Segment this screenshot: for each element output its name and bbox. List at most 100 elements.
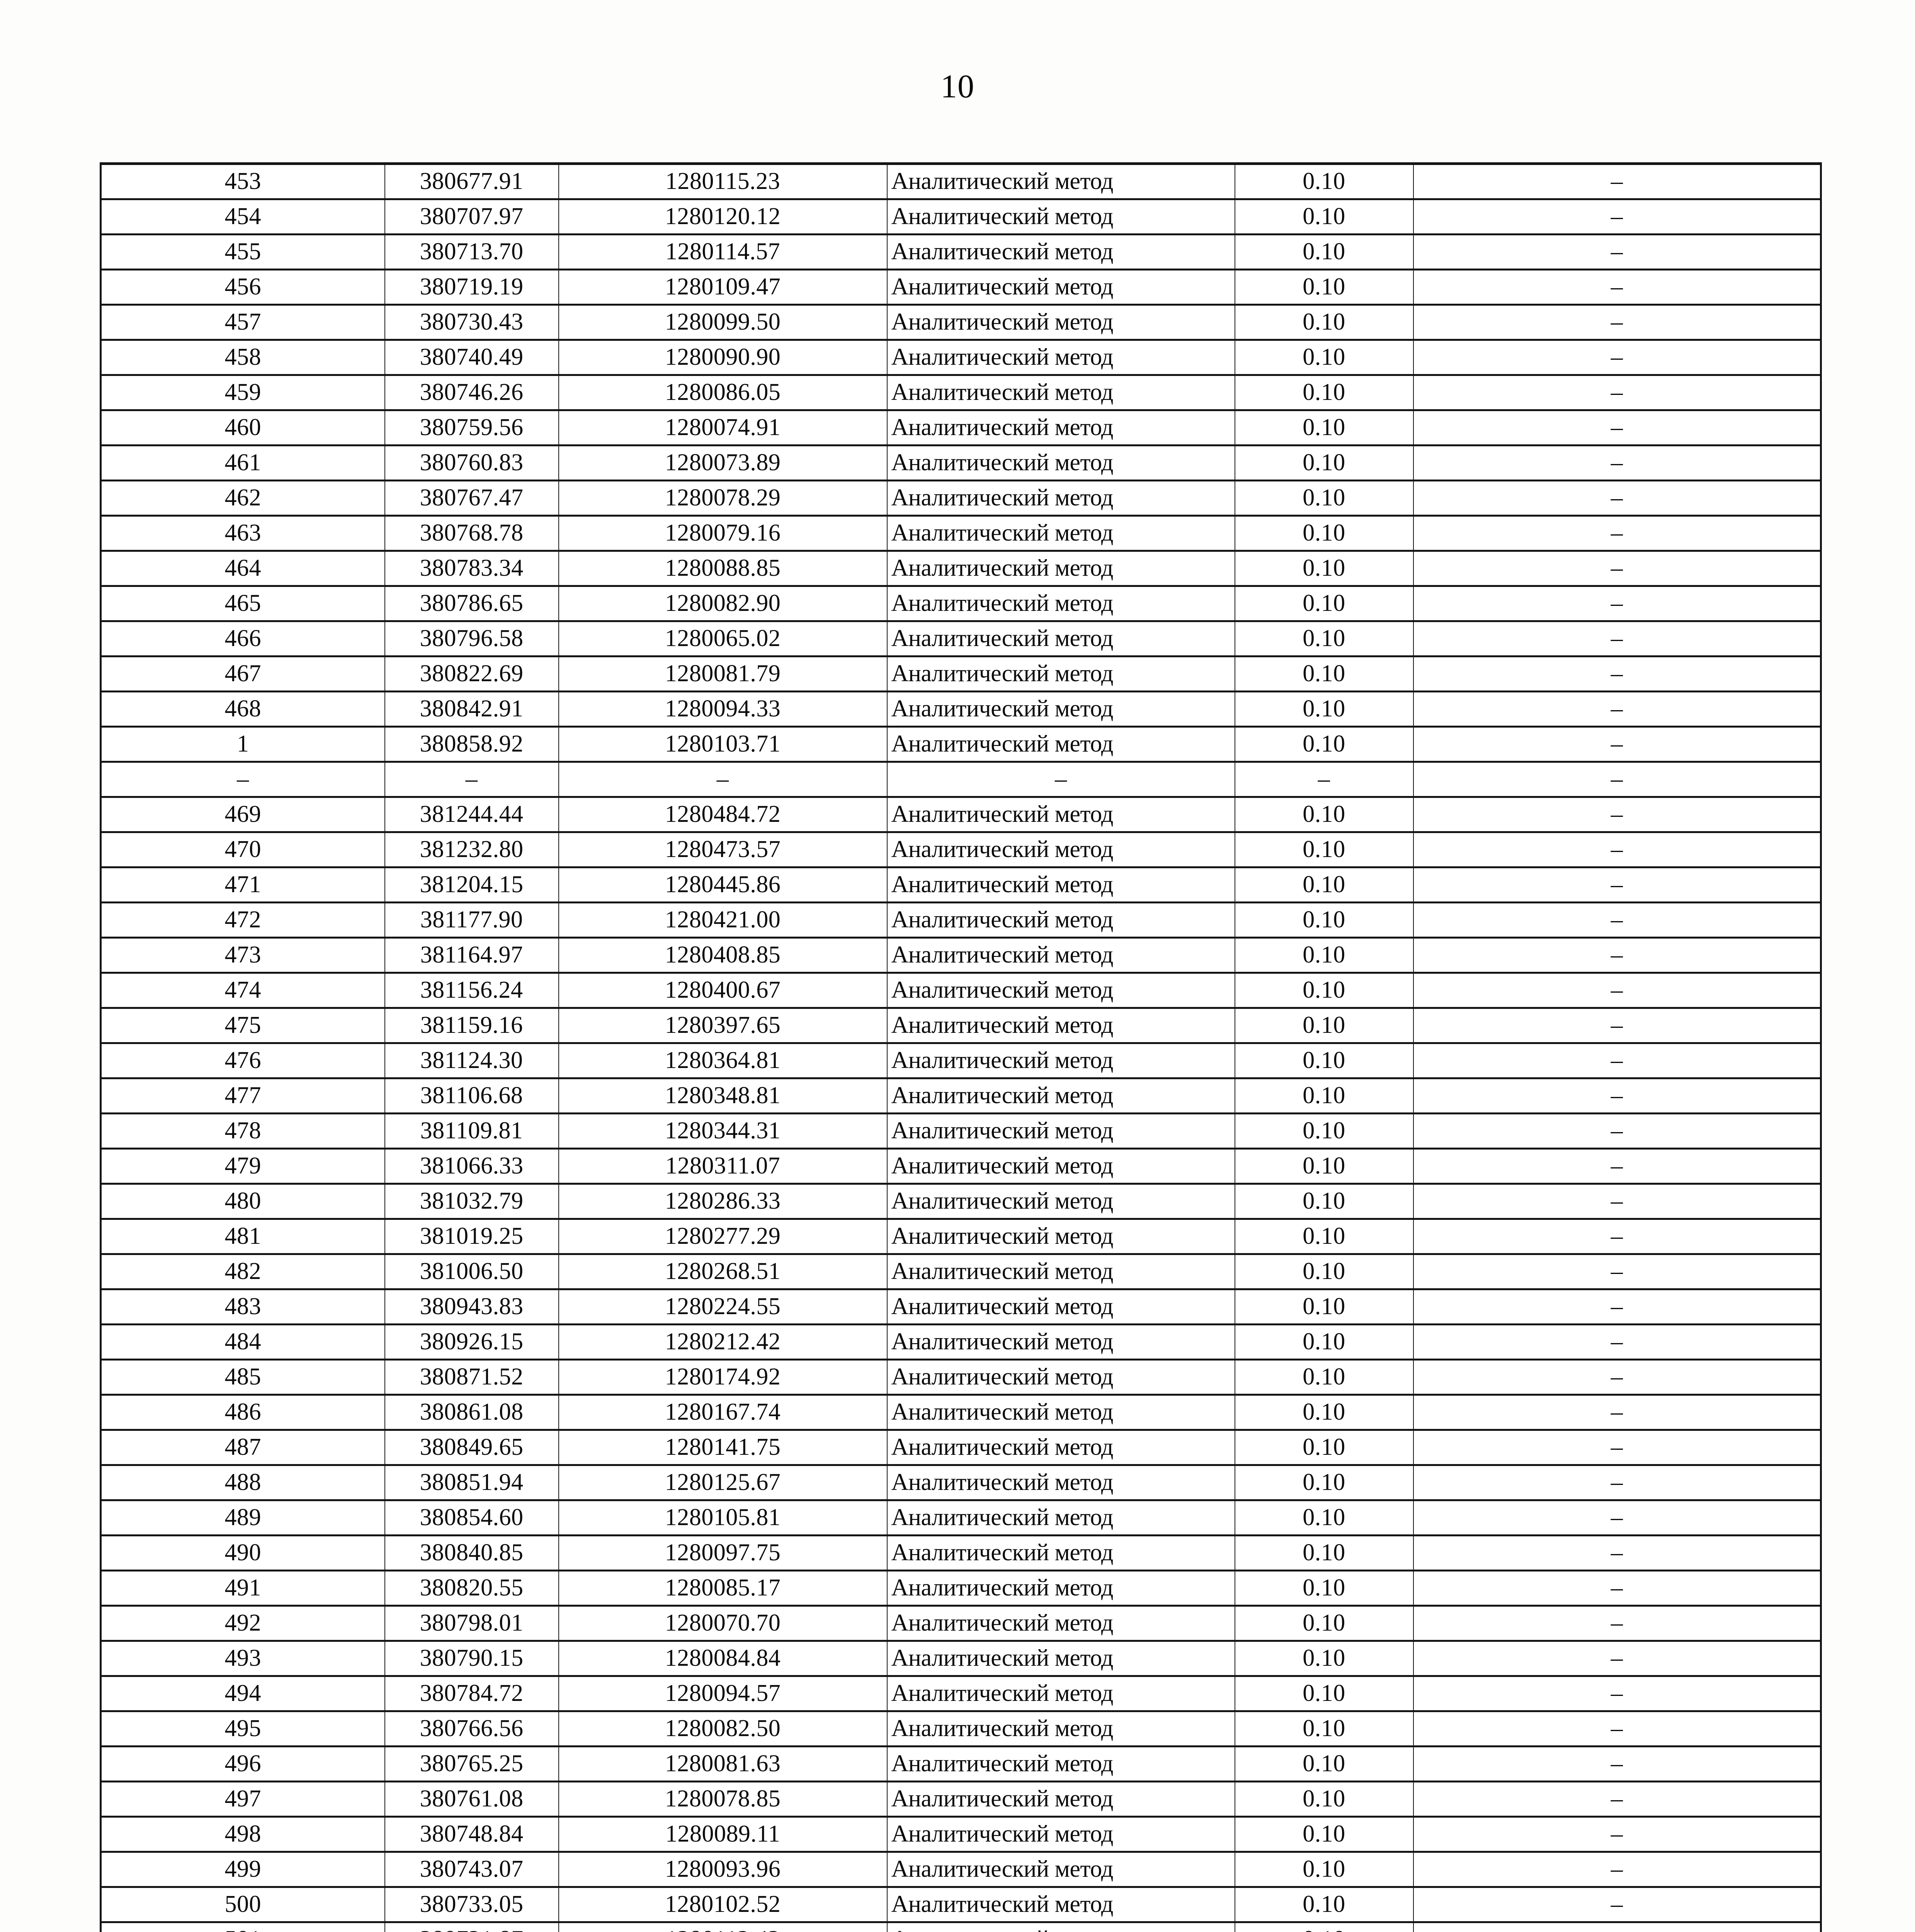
cell-method: Аналитический метод: [886, 796, 1235, 833]
cell-point-number: 478: [100, 1112, 385, 1150]
cell-x-coordinate: 381106.68: [384, 1077, 559, 1114]
cell-y-coordinate: 1280103.71: [558, 726, 888, 763]
cell-point-number: 459: [100, 374, 385, 411]
cell-x-coordinate: 380871.52: [384, 1359, 559, 1396]
cell-method: Аналитический метод: [886, 1886, 1235, 1923]
cell-accuracy: 0.10: [1234, 1570, 1414, 1607]
table-row: 472 381177.90 1280421.00 Аналитический мето…: [100, 901, 1822, 939]
cell-point-number: 496: [100, 1745, 385, 1782]
cell-method: Аналитический метод: [886, 1288, 1235, 1325]
cell-note: –: [1413, 1429, 1822, 1466]
cell-point-number: 453: [100, 162, 385, 200]
cell-method: Аналитический метод: [886, 620, 1235, 657]
cell-point-number: 494: [100, 1675, 385, 1712]
cell-method: Аналитический метод: [886, 1359, 1235, 1396]
cell-point-number: 466: [100, 620, 385, 657]
cell-point-number: 481: [100, 1218, 385, 1255]
cell-y-coordinate: 1280099.50: [558, 304, 888, 341]
cell-accuracy: 0.10: [1234, 1429, 1414, 1466]
cell-method: Аналитический метод: [886, 304, 1235, 341]
cell-x-coordinate: 380759.56: [384, 409, 559, 446]
cell-x-coordinate: 380740.49: [384, 339, 559, 376]
cell-accuracy: 0.10: [1234, 550, 1414, 587]
table-row: 473 381164.97 1280408.85 Аналитический мето…: [100, 937, 1822, 974]
cell-x-coordinate: 381232.80: [384, 831, 559, 868]
table-row: 456 380719.19 1280109.47 Аналитический мето…: [100, 269, 1822, 306]
cell-point-number: 498: [100, 1816, 385, 1853]
cell-y-coordinate: 1280078.29: [558, 480, 888, 517]
cell-method: Аналитический метод: [886, 585, 1235, 622]
cell-y-coordinate: 1280082.90: [558, 585, 888, 622]
cell-method: Аналитический метод: [886, 1851, 1235, 1888]
cell-point-number: –: [100, 761, 385, 798]
cell-note: –: [1413, 1112, 1822, 1150]
cell-point-number: 470: [100, 831, 385, 868]
table-row: 462 380767.47 1280078.29 Аналитический мето…: [100, 480, 1822, 517]
cell-x-coordinate: 380760.83: [384, 444, 559, 481]
cell-accuracy: 0.10: [1234, 198, 1414, 235]
cell-method: Аналитический метод: [886, 1675, 1235, 1712]
cell-x-coordinate: 380677.91: [384, 162, 559, 200]
cell-point-number: 495: [100, 1710, 385, 1747]
cell-note: –: [1413, 1710, 1822, 1747]
cell-note: –: [1413, 1359, 1822, 1396]
cell-y-coordinate: 1280400.67: [558, 972, 888, 1009]
cell-accuracy: 0.10: [1234, 1042, 1414, 1079]
cell-x-coordinate: 381177.90: [384, 901, 559, 939]
table-row: 494 380784.72 1280094.57 Аналитический мето…: [100, 1675, 1822, 1712]
cell-note: –: [1413, 1570, 1822, 1607]
cell-accuracy: 0.10: [1234, 1464, 1414, 1501]
cell-method: Аналитический метод: [886, 901, 1235, 939]
table-row: 474 381156.24 1280400.67 Аналитический мето…: [100, 972, 1822, 1009]
cell-y-coordinate: 1280115.23: [558, 162, 888, 200]
cell-method: Аналитический метод: [886, 1781, 1235, 1818]
table-row: 471 381204.15 1280445.86 Аналитический мето…: [100, 866, 1822, 903]
cell-y-coordinate: 1280311.07: [558, 1148, 888, 1185]
table-row: 489 380854.60 1280105.81 Аналитический мето…: [100, 1499, 1822, 1536]
cell-note: –: [1413, 550, 1822, 587]
coordinate-table-container: 453 380677.91 1280115.23 Аналитический мето…: [100, 162, 1822, 1932]
cell-point-number: 491: [100, 1570, 385, 1607]
cell-accuracy: 0.10: [1234, 796, 1414, 833]
cell-accuracy: 0.10: [1234, 655, 1414, 692]
cell-y-coordinate: 1280344.31: [558, 1112, 888, 1150]
cell-point-number: 474: [100, 972, 385, 1009]
table-row: 466 380796.58 1280065.02 Аналитический мето…: [100, 620, 1822, 657]
cell-y-coordinate: 1280125.67: [558, 1464, 888, 1501]
cell-point-number: 465: [100, 585, 385, 622]
cell-accuracy: 0.10: [1234, 1745, 1414, 1782]
table-row: 491 380820.55 1280085.17 Аналитический мето…: [100, 1570, 1822, 1607]
table-row: 490 380840.85 1280097.75 Аналитический мето…: [100, 1534, 1822, 1571]
table-row: 488 380851.94 1280125.67 Аналитический мето…: [100, 1464, 1822, 1501]
cell-x-coordinate: 381244.44: [384, 796, 559, 833]
cell-y-coordinate: 1280421.00: [558, 901, 888, 939]
cell-method: Аналитический метод: [886, 1745, 1235, 1782]
cell-accuracy: 0.10: [1234, 901, 1414, 939]
table-row: 479 381066.33 1280311.07 Аналитический мето…: [100, 1148, 1822, 1185]
cell-y-coordinate: 1280174.92: [558, 1359, 888, 1396]
cell-note: –: [1413, 1077, 1822, 1114]
cell-x-coordinate: 381204.15: [384, 866, 559, 903]
cell-note: –: [1413, 585, 1822, 622]
cell-note: –: [1413, 1851, 1822, 1888]
cell-accuracy: 0.10: [1234, 1886, 1414, 1923]
cell-point-number: 486: [100, 1394, 385, 1431]
cell-note: –: [1413, 1675, 1822, 1712]
cell-method: Аналитический метод: [886, 1148, 1235, 1185]
cell-method: Аналитический метод: [886, 339, 1235, 376]
cell-accuracy: 0.10: [1234, 339, 1414, 376]
cell-note: –: [1413, 480, 1822, 517]
cell-note: –: [1413, 1816, 1822, 1853]
cell-accuracy: 0.10: [1234, 1007, 1414, 1044]
cell-method: Аналитический метод: [886, 1499, 1235, 1536]
cell-accuracy: 0.10: [1234, 937, 1414, 974]
cell-method: Аналитический метод: [886, 515, 1235, 552]
cell-note: –: [1413, 1464, 1822, 1501]
table-row: 487 380849.65 1280141.75 Аналитический мето…: [100, 1429, 1822, 1466]
cell-accuracy: 0.10: [1234, 972, 1414, 1009]
cell-method: Аналитический метод: [886, 1323, 1235, 1361]
cell-y-coordinate: 1280085.17: [558, 1570, 888, 1607]
cell-x-coordinate: 380926.15: [384, 1323, 559, 1361]
cell-x-coordinate: 380854.60: [384, 1499, 559, 1536]
